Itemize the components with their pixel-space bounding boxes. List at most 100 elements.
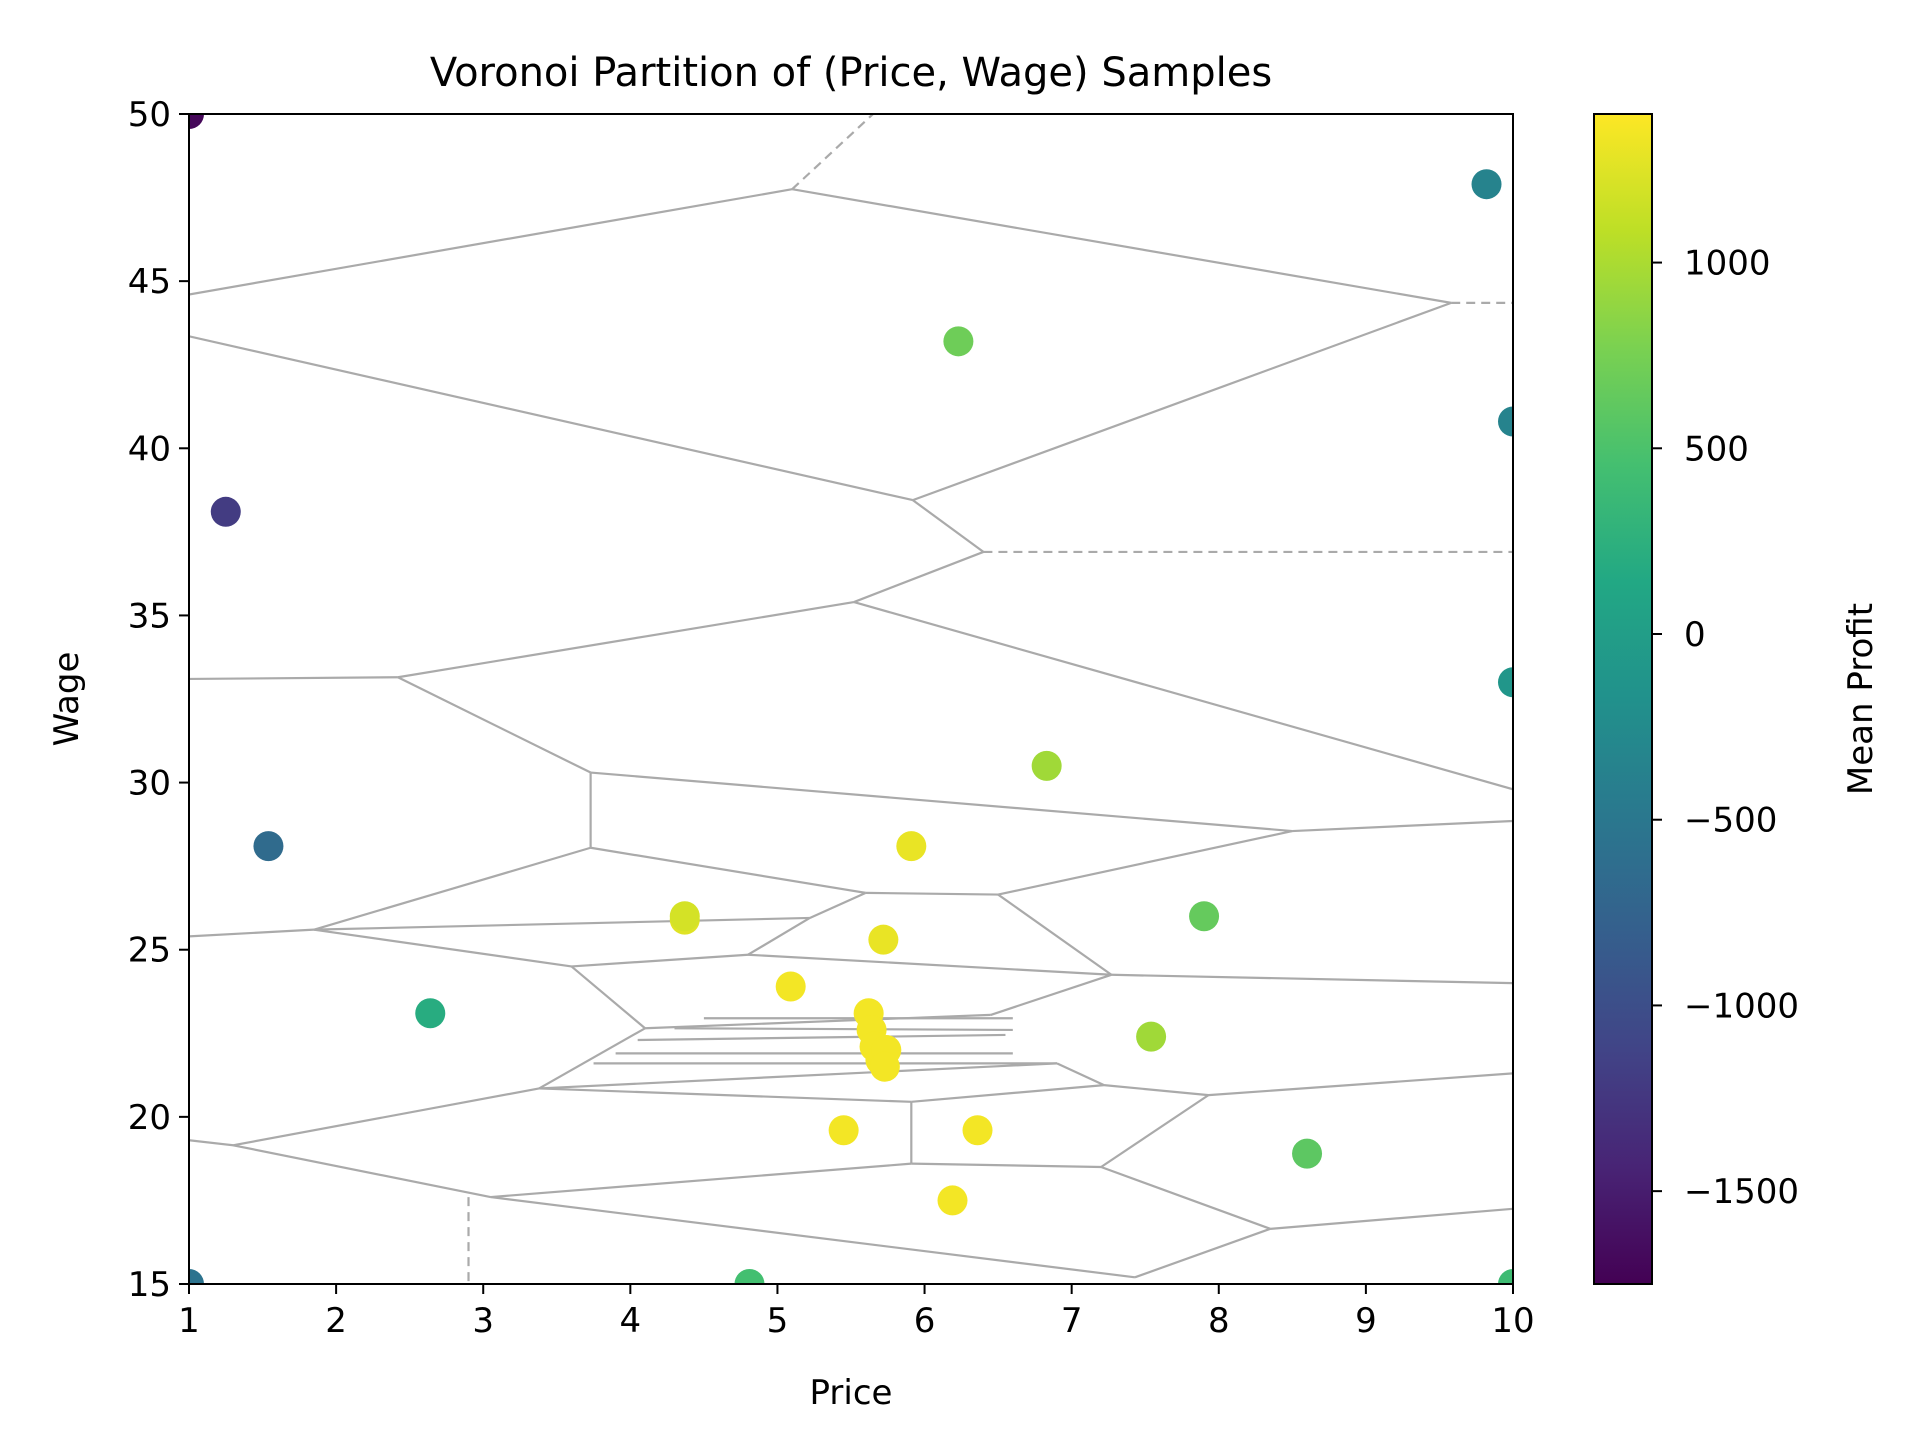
scatter-points — [189, 114, 1513, 1284]
voronoi-edge — [189, 676, 398, 681]
data-point — [1189, 901, 1220, 932]
voronoi-edge — [853, 600, 1513, 791]
y-tick-label: 40 — [128, 429, 171, 469]
y-tick-label: 50 — [128, 95, 171, 135]
x-tick-label: 4 — [620, 1301, 642, 1341]
colorbar-tick-label: 1000 — [1684, 244, 1771, 284]
voronoi-edge — [570, 965, 646, 1030]
y-tick-label: 35 — [128, 596, 171, 636]
data-point — [896, 831, 927, 862]
voronoi-edge — [189, 188, 793, 296]
voronoi-edge — [314, 916, 810, 931]
voronoi-edge — [189, 928, 315, 938]
data-point — [1498, 667, 1513, 698]
voronoi-edge — [911, 1084, 1105, 1103]
x-tick-label: 7 — [1061, 1301, 1083, 1341]
voronoi-edges — [189, 114, 1513, 1284]
voronoi-edge — [747, 953, 1112, 976]
data-point — [415, 998, 446, 1029]
voronoi-edge — [637, 1033, 1006, 1042]
voronoi-edge — [853, 550, 984, 604]
data-point — [1498, 1269, 1513, 1284]
x-tick-label: 2 — [325, 1301, 347, 1341]
y-tick-label: 15 — [128, 1265, 171, 1305]
colorbar-tick-label: 500 — [1684, 429, 1749, 469]
data-point — [943, 326, 974, 357]
voronoi-edge — [397, 600, 855, 679]
data-point — [1031, 750, 1062, 781]
voronoi-edge — [571, 953, 749, 968]
data-point — [210, 496, 241, 527]
voronoi-edge — [313, 846, 591, 931]
voronoi-edge — [911, 1162, 1102, 1169]
colorbar-tick-label: −1000 — [1684, 986, 1799, 1026]
data-point — [1498, 406, 1513, 437]
data-point — [937, 1185, 968, 1216]
voronoi-edge — [590, 846, 866, 894]
data-point — [253, 831, 284, 862]
voronoi-edge — [865, 891, 999, 896]
x-axis-ticks: 1 2 3 4 5 6 7 8 9 10 — [178, 1284, 1535, 1341]
data-point — [868, 924, 899, 955]
y-axis-label: Wage — [47, 652, 87, 747]
voronoi-edge — [1111, 973, 1513, 985]
voronoi-edge — [1056, 1062, 1105, 1087]
voronoi-edge — [539, 1062, 1058, 1090]
x-tick-label: 10 — [1491, 1301, 1534, 1341]
voronoi-edge — [791, 188, 1452, 304]
data-point — [189, 1269, 204, 1284]
voronoi-edge — [1103, 1084, 1209, 1097]
x-tick-label: 3 — [472, 1301, 494, 1341]
voronoi-edge — [232, 1087, 540, 1147]
data-point — [962, 1115, 993, 1146]
voronoi-edge — [912, 301, 1452, 502]
x-tick-label: 6 — [914, 1301, 936, 1341]
voronoi-edge — [397, 676, 592, 774]
y-tick-label: 20 — [128, 1098, 171, 1138]
voronoi-edge — [539, 1087, 912, 1103]
x-tick-label: 8 — [1208, 1301, 1230, 1341]
voronoi-edge — [189, 335, 914, 502]
y-tick-label: 25 — [128, 931, 171, 971]
voronoi-edge — [1100, 1094, 1210, 1168]
data-point — [1471, 169, 1502, 200]
chart-title: Voronoi Partition of (Price, Wage) Sampl… — [430, 50, 1272, 96]
voronoi-edge — [997, 893, 1113, 976]
colorbar-label: Mean Profit — [1841, 603, 1881, 795]
data-point — [189, 114, 204, 129]
plot-frame — [188, 113, 1514, 1285]
x-axis-label: Price — [810, 1373, 893, 1413]
data-point — [669, 901, 700, 932]
colorbar-ticks: −1500 −1000 −500 0 500 1000 — [1652, 244, 1799, 1212]
colorbar-tick-label: −1500 — [1684, 1172, 1799, 1212]
voronoi-edge — [189, 1139, 234, 1147]
voronoi-edge — [1134, 1227, 1271, 1279]
data-point — [1292, 1138, 1323, 1169]
colorbar — [1593, 113, 1653, 1285]
voronoi-edge — [809, 891, 867, 919]
voronoi-edge — [313, 928, 572, 968]
voronoi-edge — [747, 917, 811, 956]
voronoi-edge — [490, 1195, 1136, 1279]
voronoi-edge — [645, 1013, 991, 1030]
voronoi-edge — [1208, 1072, 1513, 1097]
voronoi-edge — [232, 1144, 491, 1199]
voronoi-edge — [1270, 1207, 1513, 1230]
y-axis-ticks: 15 20 25 30 35 40 45 50 — [128, 95, 189, 1305]
voronoi-edge — [997, 829, 1293, 896]
y-tick-label: 30 — [128, 764, 171, 804]
voronoi-edge — [1100, 1165, 1271, 1230]
data-point — [1136, 1021, 1167, 1052]
x-tick-label: 5 — [767, 1301, 789, 1341]
voronoi-edge — [490, 1162, 912, 1199]
x-tick-label: 1 — [178, 1301, 200, 1341]
data-point — [734, 1269, 765, 1284]
voronoi-edge — [990, 973, 1112, 1016]
voronoi-edge — [912, 499, 985, 553]
voronoi-edge-infinite — [791, 114, 874, 191]
x-tick-label: 9 — [1355, 1301, 1377, 1341]
voronoi-edge — [590, 771, 1293, 833]
voronoi-edge — [1292, 819, 1513, 833]
y-tick-label: 45 — [128, 262, 171, 302]
